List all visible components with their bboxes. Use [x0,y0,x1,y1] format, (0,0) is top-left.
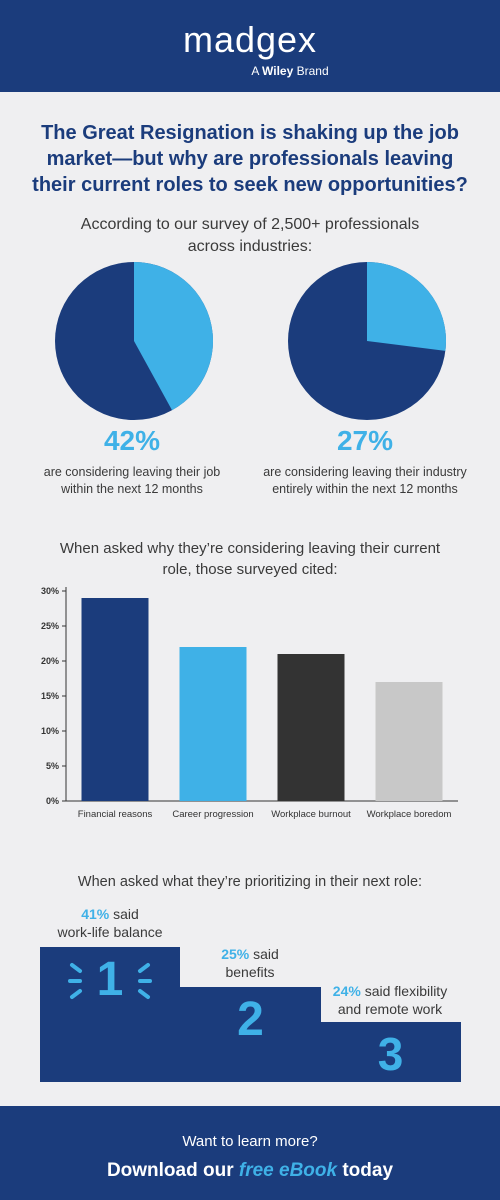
bar-group [81,598,443,801]
tagline-brand: Wiley [262,64,294,78]
x-category-label: Workplace burnout [271,809,351,820]
y-tick-label: 0% [46,796,59,806]
bar-career-progression [179,647,247,801]
y-tick-label: 10% [41,726,59,736]
y-tick-label: 15% [41,691,59,701]
pie-industry-percent: 27% [336,425,394,456]
podium-third [320,1022,461,1082]
priority-1-label: 41% said work-life balance [30,905,190,941]
pie-industry-caption: are considering leaving their industry e… [250,464,480,498]
x-category-label: Career progression [172,809,253,820]
footer-question: Want to learn more? [182,1133,318,1150]
reasons-bar-chart: 0% 5% 10% 15% 20% 25% 30% Financial reasons Car… [41,586,458,820]
pie-chart-job [55,262,213,420]
priority-2-pct: 25% [221,946,250,962]
pie-industry-caption-line2: entirely within the next 12 months [272,482,458,496]
priority-3-label: 24% said flexibility and remote work [315,982,465,1018]
reasons-intro: When asked why they’re considering leavi… [59,540,441,578]
podium-rank-2: 2 [237,993,264,1046]
sparkle-rays-icon [68,963,152,999]
bar-workplace-boredom [375,682,443,801]
footer-banner: Want to learn more? Download our free eB… [0,1106,500,1200]
bar-financial-reasons [81,598,149,801]
x-category-label: Financial reasons [78,809,153,820]
bar-workplace-burnout [277,654,345,801]
pie-job-slice [134,262,213,411]
header-banner: madgex A Wiley Brand [0,0,500,92]
download-ebook-link[interactable]: Download our free eBook today [0,1158,500,1184]
pie-job-caption-line2: within the next 12 months [61,482,203,496]
tagline-suffix: Brand [296,64,329,78]
brand-tagline: A Wiley Brand [0,64,500,78]
cta-suffix: today [342,1160,394,1181]
pie-job-percent: 42% [103,425,161,456]
priority-3-text: and remote work [337,1001,443,1017]
y-tick-label: 30% [41,586,59,596]
y-tick-label: 5% [46,761,59,771]
x-category-label: Workplace boredom [367,809,452,820]
priorities-intro: When asked what they’re prioritizing in … [77,874,423,890]
pie-industry-slice [367,262,446,351]
y-tick-label: 20% [41,656,59,666]
priority-1-said: said [113,906,139,922]
pie-industry-caption-line1: are considering leaving their industry [263,465,467,479]
tagline-prefix: A [251,64,259,78]
survey-intro: According to our survey of 2,500+ profes… [80,216,420,255]
priority-2-text: benefits [225,964,275,980]
cta-prefix: Download our [106,1160,234,1181]
priority-1-pct: 41% [81,906,110,922]
cta-emphasis: free eBook [238,1160,338,1181]
priority-2-label: 25% said benefits [180,945,320,981]
x-label-group: Financial reasons Career progression Workp… [78,809,452,820]
pie-job-caption-line1: are considering leaving their job [43,465,221,479]
headline: The Great Resignation is shaking up the … [32,122,468,196]
podium-rank-3: 3 [377,1028,404,1080]
podium-rank-1: 1 [96,953,124,1006]
priority-2-said: said [253,946,279,962]
priority-1-text: work-life balance [57,924,163,940]
podium-first [40,947,180,1082]
y-tick-label: 25% [41,621,59,631]
priority-3-said: said flexibility [364,983,448,999]
priority-3-pct: 24% [332,983,361,999]
madgex-logo[interactable]: madgex [182,19,318,60]
pie-chart-industry [288,262,446,420]
y-tick-group: 0% 5% 10% 15% 20% 25% 30% [41,586,66,806]
podium-second [180,987,321,1082]
pie-job-caption: are considering leaving their job within… [17,464,247,498]
